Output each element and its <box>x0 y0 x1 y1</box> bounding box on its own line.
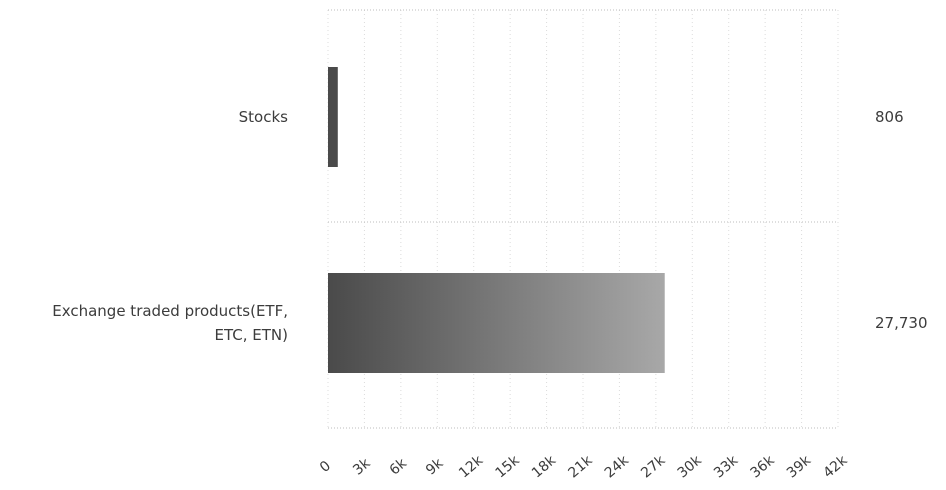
bars <box>328 67 665 373</box>
bar-1 <box>328 273 665 373</box>
category-label-0-line-0: Stocks <box>239 108 289 126</box>
x-tick-label-7: 21k <box>565 452 596 481</box>
x-tick-label-2: 6k <box>387 455 411 479</box>
x-tick-label-8: 24k <box>602 452 633 481</box>
x-tick-label-9: 27k <box>638 452 669 481</box>
x-tick-label-12: 36k <box>748 452 779 481</box>
category-label-1-line-0: Exchange traded products(ETF, <box>52 302 288 320</box>
x-axis-tick-labels: 0 3k 6k 9k 12k 15k 18k 21k 24k 27k 30k 33k 36k 39k 42k <box>317 452 851 481</box>
value-labels: 806 27,730 <box>875 108 928 332</box>
bar-0 <box>328 67 338 167</box>
category-labels: Stocks Exchange traded products(ETF, ETC, … <box>52 108 288 344</box>
value-label-1: 27,730 <box>875 314 928 332</box>
x-tick-label-10: 30k <box>675 452 706 481</box>
x-tick-label-14: 42k <box>820 452 851 481</box>
x-tick-label-3: 9k <box>423 455 447 479</box>
x-tick-label-5: 15k <box>493 452 524 481</box>
x-tick-label-4: 12k <box>456 452 487 481</box>
x-tick-label-6: 18k <box>529 452 560 481</box>
category-label-1-line-1: ETC, ETN) <box>215 326 288 344</box>
x-tick-label-11: 33k <box>711 452 742 481</box>
x-tick-label-1: 3k <box>350 455 374 479</box>
value-label-0: 806 <box>875 108 904 126</box>
x-tick-label-0: 0 <box>317 458 334 476</box>
x-tick-label-13: 39k <box>784 452 815 481</box>
